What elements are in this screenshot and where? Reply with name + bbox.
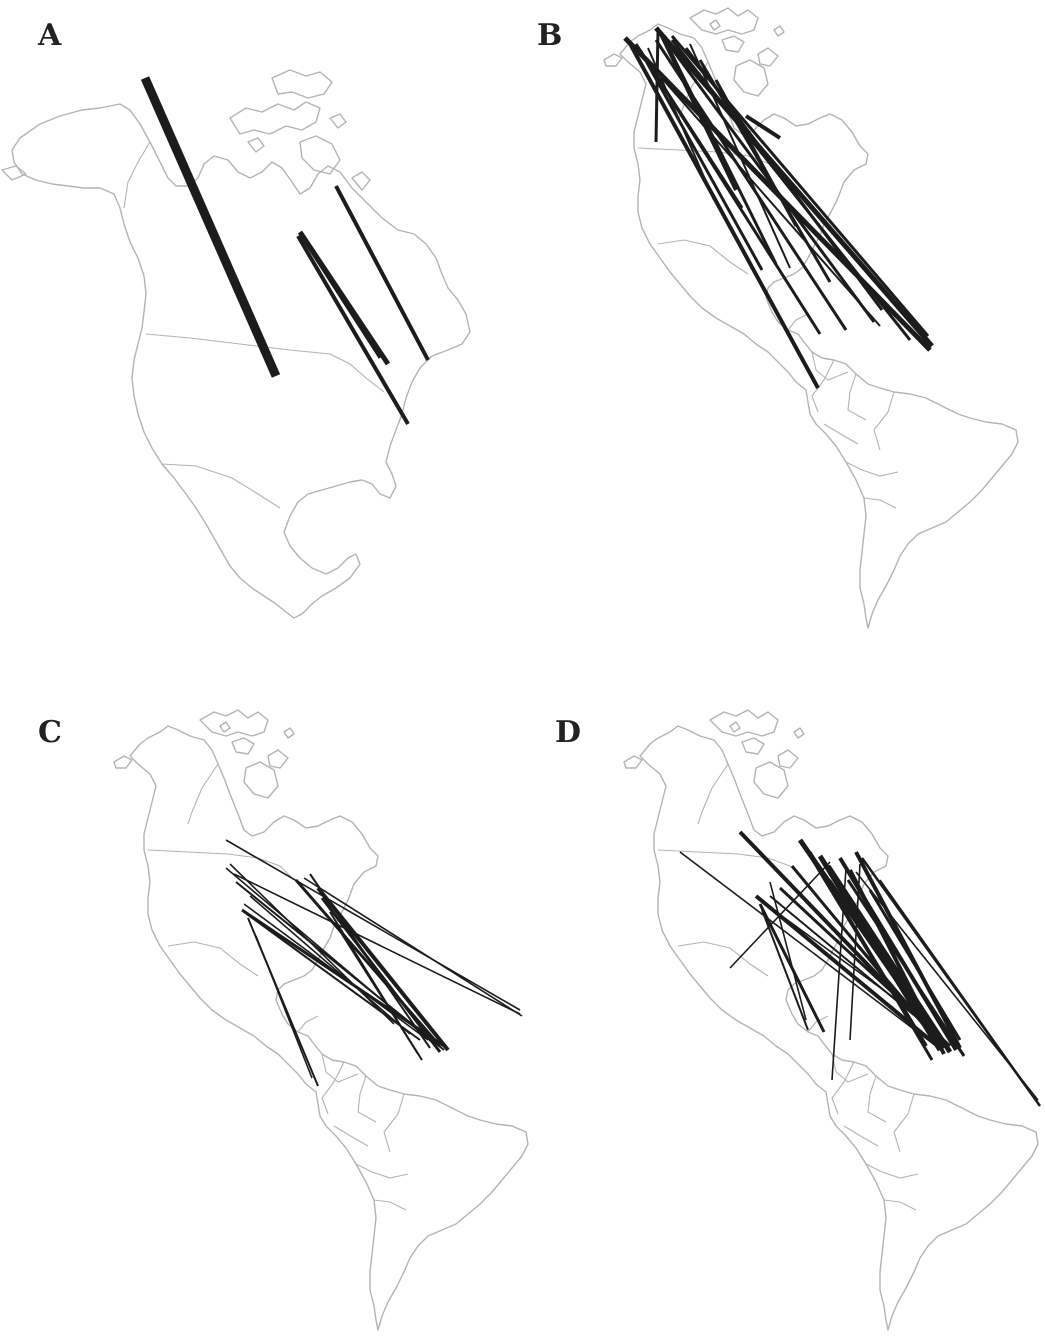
migration-route	[744, 114, 782, 140]
routes-panel-b	[623, 26, 934, 389]
migration-route	[831, 867, 847, 1081]
migration-route	[660, 33, 778, 265]
migration-route	[689, 43, 791, 269]
panel-label-c: C	[38, 715, 62, 750]
migration-route	[854, 851, 962, 1049]
migration-route	[769, 895, 945, 1041]
migration-route	[647, 47, 715, 201]
migration-route	[808, 851, 934, 1061]
americas-outline-d	[623, 709, 1039, 1331]
panel-label-b: B	[537, 18, 563, 53]
routes-panel-a	[140, 76, 430, 426]
migration-route	[225, 839, 521, 1011]
map-panel-a	[1, 69, 471, 619]
migration-route	[634, 43, 744, 209]
panel-label-a: A	[38, 18, 62, 53]
map-panel-c	[113, 709, 529, 1331]
route-a-4	[334, 185, 430, 361]
migration-route	[233, 873, 521, 1015]
routes-panel-d	[679, 830, 1042, 1107]
migration-route	[626, 39, 820, 389]
migration-route	[654, 39, 848, 331]
panel-label-d: D	[555, 715, 582, 750]
migration-route	[320, 897, 442, 1053]
migration-route	[654, 26, 934, 348]
route-a-5	[302, 239, 382, 359]
map-panel-d	[623, 709, 1042, 1331]
migration-route	[255, 935, 313, 1079]
migration-route	[799, 875, 931, 1031]
migration-route	[656, 29, 876, 323]
migration-route	[243, 911, 421, 1041]
migration-route	[249, 895, 411, 1035]
migration-route	[825, 864, 953, 1054]
migration-route	[294, 879, 442, 1047]
route-a-3	[296, 234, 410, 426]
migration-route	[229, 863, 395, 1025]
map-panel-b	[603, 7, 1019, 629]
migration-route	[629, 41, 881, 327]
migration-route	[846, 879, 966, 1057]
migration-route	[243, 903, 429, 1041]
migration-route	[225, 867, 435, 1045]
americas-outline-c	[113, 709, 529, 1331]
migration-route	[670, 35, 930, 337]
north-america-outline	[1, 69, 471, 619]
migration-route	[654, 29, 660, 143]
migration-route	[855, 871, 1039, 1101]
route-a-1	[140, 76, 281, 378]
migration-route	[868, 889, 962, 1041]
routes-panel-c	[225, 839, 523, 1087]
migration-route	[638, 49, 764, 271]
migration-route	[316, 886, 450, 1052]
migration-route	[879, 879, 1037, 1101]
migration-route	[761, 909, 809, 1031]
migration-route	[337, 927, 423, 1061]
migration-route	[829, 879, 939, 1037]
migration-route	[759, 899, 931, 1025]
migration-route	[769, 881, 807, 1021]
migration-route	[679, 851, 937, 1047]
migration-route	[303, 877, 523, 1017]
